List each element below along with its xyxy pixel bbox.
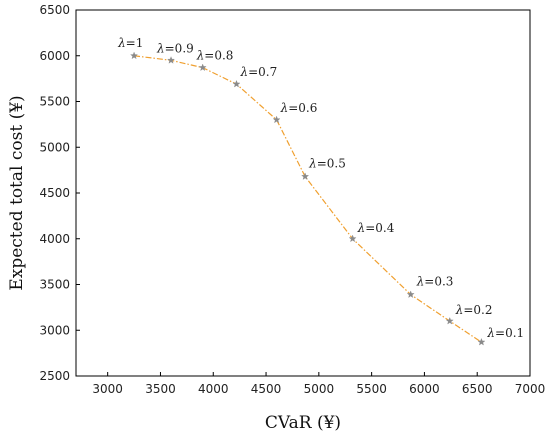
lambda-symbol: λ (239, 65, 248, 79)
data-point-star (477, 337, 486, 346)
series-line (133, 55, 482, 343)
lambda-symbol: λ (308, 157, 317, 171)
x-tick-label: 5500 (356, 382, 387, 396)
point-label: λ=0.8 (196, 49, 234, 63)
x-tick-label: 7000 (515, 382, 546, 396)
plot-frame (75, 9, 531, 377)
data-point-star (301, 172, 310, 180)
point-label: λ=0.1 (486, 326, 524, 340)
y-tick-label: 6000 (39, 49, 70, 63)
lambda-value: =0.7 (248, 65, 277, 79)
y-tick-label: 6500 (39, 3, 70, 17)
series-layer (130, 51, 486, 346)
point-label: λ=0.3 (416, 275, 454, 289)
y-tick-label: 5000 (39, 140, 70, 154)
y-axis-title: Expected total cost (¥) (7, 95, 27, 290)
lambda-symbol: λ (117, 36, 126, 50)
y-tick-label: 3000 (39, 323, 70, 337)
lambda-symbol: λ (416, 275, 425, 289)
data-point-star (130, 51, 139, 60)
point-label: λ=0.2 (455, 303, 493, 317)
point-labels: λ=1 λ=0.9λ=0.8λ=0.7λ=0.6λ=0.5λ=0.4λ=0.3λ=… (117, 36, 524, 340)
lambda-value: =0.8 (204, 49, 233, 63)
point-label: λ=0.6 (280, 101, 318, 115)
point-label: λ=0.9 (156, 41, 194, 55)
data-point-star (445, 316, 454, 325)
point-label: λ=0.7 (239, 65, 277, 79)
x-tick-label: 6500 (462, 382, 493, 396)
data-point-star (406, 290, 415, 298)
data-point-star (348, 234, 357, 243)
lambda-value: =1 (126, 36, 144, 50)
lambda-value: =0.6 (288, 101, 317, 115)
data-point-star (198, 63, 207, 72)
lambda-symbol: λ (486, 326, 495, 340)
lambda-value: =0.5 (317, 157, 346, 171)
lambda-value: =0.1 (495, 326, 524, 340)
lambda-value: =0.2 (463, 303, 492, 317)
lambda-symbol: λ (156, 41, 165, 55)
x-tick-label: 4000 (198, 382, 229, 396)
data-point-star (167, 56, 175, 64)
point-label: λ=0.5 (308, 157, 346, 171)
x-axis-ticks: 3000 3500 4000 4500 5000 5500 6000 6500 7000 (92, 372, 545, 396)
lambda-symbol: λ (280, 101, 289, 115)
lambda-symbol: λ (196, 49, 205, 63)
data-point-star (232, 79, 241, 88)
lambda-value: =0.4 (365, 221, 395, 235)
y-tick-label: 3500 (39, 278, 70, 292)
lambda-symbol: λ (455, 303, 464, 317)
plot-area (75, 9, 531, 377)
point-label: λ=0.4 (357, 221, 395, 235)
lambda-value: =0.3 (424, 275, 453, 289)
y-tick-label: 5500 (39, 95, 70, 109)
x-tick-label: 3000 (92, 382, 123, 396)
lambda-value: =0.9 (165, 41, 194, 55)
point-label: λ=1 (117, 36, 143, 50)
x-axis-title: CVaR (¥) (265, 413, 341, 433)
lambda-symbol: λ (357, 221, 366, 235)
x-tick-label: 3500 (145, 382, 176, 396)
y-tick-label: 2500 (39, 369, 70, 383)
y-tick-label: 4000 (39, 232, 70, 246)
x-tick-label: 5000 (304, 382, 335, 396)
y-tick-label: 4500 (39, 186, 70, 200)
data-point-star (272, 115, 281, 124)
x-tick-label: 4500 (251, 382, 282, 396)
y-axis-ticks: 2500 3000 3500 4000 4500 5000 5500 6000 6500 (39, 3, 80, 383)
x-tick-label: 6000 (409, 382, 440, 396)
